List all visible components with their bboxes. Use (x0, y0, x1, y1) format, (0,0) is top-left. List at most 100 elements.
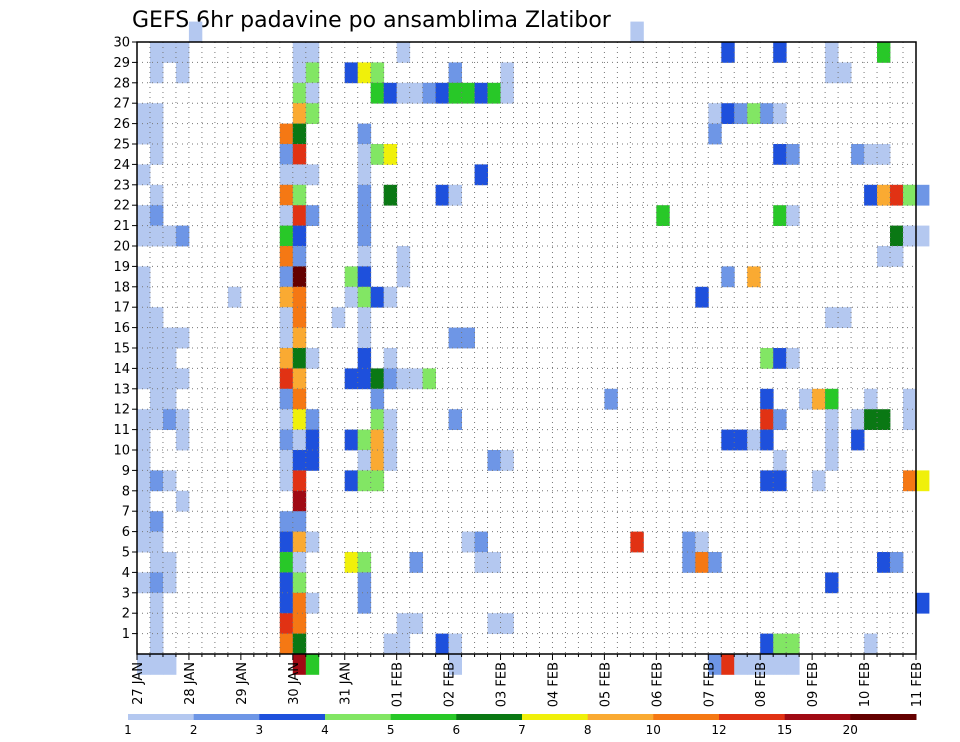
x-tick-label: 30 JAN (287, 662, 302, 705)
heatmap-cell (279, 246, 294, 267)
heatmap-cell (903, 470, 917, 492)
heatmap-cell (474, 82, 488, 104)
heatmap-cell (163, 654, 177, 675)
heatmap-cell (150, 511, 164, 532)
heatmap-cell (150, 327, 164, 349)
legend-swatch (390, 714, 457, 720)
heatmap-cell (305, 429, 320, 451)
heatmap-cell (357, 184, 372, 206)
heatmap-cell (150, 368, 164, 390)
heatmap-cell (383, 429, 398, 451)
legend-label: 10 (646, 723, 661, 737)
heatmap-cell (292, 123, 307, 145)
heatmap-cell (500, 450, 514, 471)
heatmap-cell (150, 531, 164, 553)
legend-label: 7 (518, 723, 526, 737)
y-tick-label: 20 (113, 240, 130, 255)
heatmap-cell (682, 552, 696, 573)
y-tick-label: 23 (113, 178, 130, 193)
heatmap-cell (383, 82, 398, 104)
x-tick-label: 01 FEB (391, 662, 406, 707)
heatmap-cell (357, 450, 372, 471)
heatmap-cell (461, 327, 475, 349)
heatmap-cell (279, 592, 294, 614)
heatmap-cell (137, 450, 151, 471)
heatmap-cell (383, 144, 398, 165)
heatmap-cell (150, 42, 164, 63)
heatmap-cell (150, 348, 164, 369)
heatmap-cell (292, 246, 307, 267)
heatmap-cell (370, 409, 385, 430)
heatmap-cell (279, 286, 294, 308)
heatmap-cell (916, 592, 930, 614)
heatmap-cell (448, 82, 462, 104)
heatmap-cell (812, 388, 826, 410)
heatmap-cell (760, 654, 774, 675)
heatmap-cell (786, 654, 800, 675)
heatmap-cell (305, 531, 320, 553)
heatmap-cell (864, 409, 878, 430)
heatmap-cell (487, 613, 501, 634)
heatmap-cell (163, 470, 177, 492)
heatmap-cell (292, 450, 307, 471)
heatmap-cell (175, 368, 190, 390)
heatmap-cell (279, 205, 294, 226)
legend-swatch (128, 714, 195, 720)
legend-label: 12 (711, 723, 726, 737)
y-tick-label: 7 (122, 505, 130, 520)
x-tick-label: 31 JAN (339, 662, 354, 705)
heatmap-cell (175, 409, 190, 430)
heatmap-cell (331, 307, 346, 328)
heatmap-cell (461, 82, 475, 104)
heatmap-cell (150, 103, 164, 124)
heatmap-cell (786, 348, 800, 369)
heatmap-cell (279, 633, 294, 655)
heatmap-cell (279, 572, 294, 594)
heatmap-cell (630, 531, 644, 553)
heatmap-cell (773, 348, 787, 369)
heatmap-cell (474, 552, 488, 573)
legend-swatch (719, 714, 786, 720)
heatmap-cell (864, 633, 878, 655)
heatmap-cell (734, 103, 748, 124)
legend-label: 5 (387, 723, 395, 737)
heatmap-cell (292, 613, 307, 634)
color-legend: 1 2 3 4 5 6 7 8 10 12 15 20 (124, 714, 917, 737)
heatmap-cell (799, 388, 813, 410)
y-tick-label: 21 (113, 219, 130, 234)
heatmap-cell (150, 592, 164, 614)
heatmap-cell (163, 225, 177, 247)
legend-swatch (456, 714, 523, 720)
heatmap-cell (357, 368, 372, 390)
heatmap-cell (383, 368, 398, 390)
heatmap-cell (708, 123, 722, 145)
heatmap-cell (825, 307, 839, 328)
heatmap-cell (916, 225, 930, 247)
heatmap-cell (357, 327, 372, 349)
heatmap-cell (695, 531, 709, 553)
heatmap-cell (292, 470, 307, 492)
x-axis: 27 JAN 28 JAN 29 JAN 30 JAN 31 JAN 01 FEB 02 F… (131, 654, 925, 707)
legend-swatch (587, 714, 654, 720)
heatmap-cell (305, 205, 320, 226)
heatmap-cell (279, 225, 294, 247)
heatmap-cell (150, 225, 164, 247)
y-tick-label: 18 (113, 280, 130, 295)
y-tick-label: 9 (122, 464, 130, 479)
heatmap-cell (357, 123, 372, 145)
heatmap-cell (838, 62, 852, 84)
heatmap-cells (137, 21, 930, 675)
x-tick-label: 29 JAN (235, 662, 250, 705)
heatmap-cell (448, 184, 462, 206)
heatmap-cell (279, 348, 294, 369)
heatmap-cell (357, 225, 372, 247)
heatmap-cell (877, 246, 891, 267)
y-tick-label: 14 (113, 362, 130, 377)
heatmap-cell (163, 327, 177, 349)
heatmap-cell (279, 388, 294, 410)
heatmap-cell (175, 490, 190, 512)
heatmap-cell (305, 82, 320, 104)
heatmap-cell (279, 123, 294, 145)
x-tick-label: 04 FEB (546, 662, 561, 707)
heatmap-cell (773, 633, 787, 655)
